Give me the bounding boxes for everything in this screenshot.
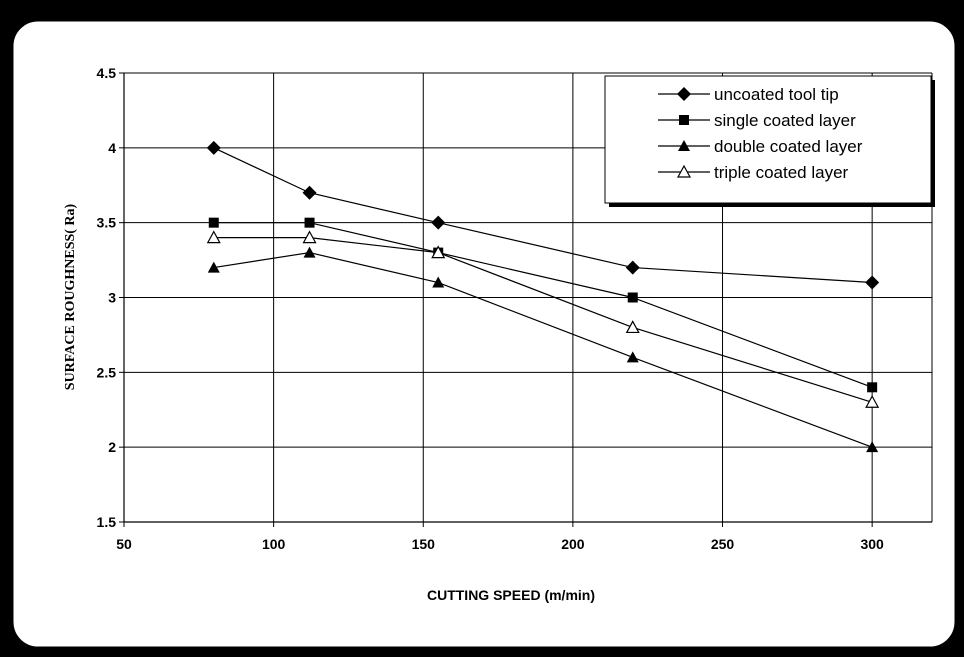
x-tick-label: 100 — [262, 536, 286, 552]
data-point — [304, 217, 315, 228]
y-tick-label: 4 — [108, 140, 116, 156]
data-point — [207, 261, 220, 273]
legend-label: double coated layer — [714, 137, 863, 156]
y-tick-label: 2 — [108, 439, 116, 455]
x-axis-title: CUTTING SPEED (m/min) — [427, 587, 595, 603]
legend-label: triple coated layer — [714, 163, 849, 182]
series-lines — [206, 140, 880, 453]
legend-marker — [676, 164, 692, 178]
data-point — [303, 246, 316, 258]
legend-box — [604, 75, 932, 204]
x-tick-label: 300 — [860, 536, 884, 552]
legend-label: single coated layer — [714, 111, 856, 130]
x-tick-label: 250 — [711, 536, 735, 552]
y-axis-title: SURFACE ROUGHNESS( Ra) — [63, 203, 78, 390]
data-point — [302, 230, 317, 244]
x-tick-label: 150 — [412, 536, 436, 552]
data-point — [206, 230, 221, 244]
y-tick-label: 3.5 — [97, 215, 117, 231]
legend-marker — [679, 115, 689, 125]
data-point — [867, 382, 878, 393]
y-tick-label: 1.5 — [97, 514, 117, 530]
tick-labels: 1.5 2 2.5 3 3.5 4 4.5 50 100 150 200 250 300 — [97, 65, 885, 552]
legend: uncoated tool tip single coated layer doub… — [604, 75, 935, 207]
data-point — [865, 275, 880, 290]
data-point — [865, 395, 880, 408]
data-point — [208, 217, 219, 228]
data-point — [626, 351, 639, 363]
data-point — [431, 215, 446, 230]
legend-marker — [677, 87, 691, 101]
x-tick-label: 200 — [561, 536, 585, 552]
legend-label: uncoated tool tip — [714, 85, 839, 104]
legend-marker — [678, 140, 690, 151]
data-point — [206, 140, 221, 155]
data-point — [866, 441, 879, 453]
data-point — [431, 245, 446, 259]
y-tick-label: 2.5 — [97, 364, 117, 380]
data-point — [302, 185, 317, 200]
axes — [119, 72, 933, 527]
y-tick-label: 3 — [108, 290, 116, 306]
data-point — [627, 292, 638, 303]
data-point — [625, 260, 640, 275]
data-point — [432, 276, 445, 288]
data-point — [625, 320, 640, 334]
y-tick-label: 4.5 — [97, 65, 117, 81]
x-tick-label: 50 — [116, 536, 132, 552]
